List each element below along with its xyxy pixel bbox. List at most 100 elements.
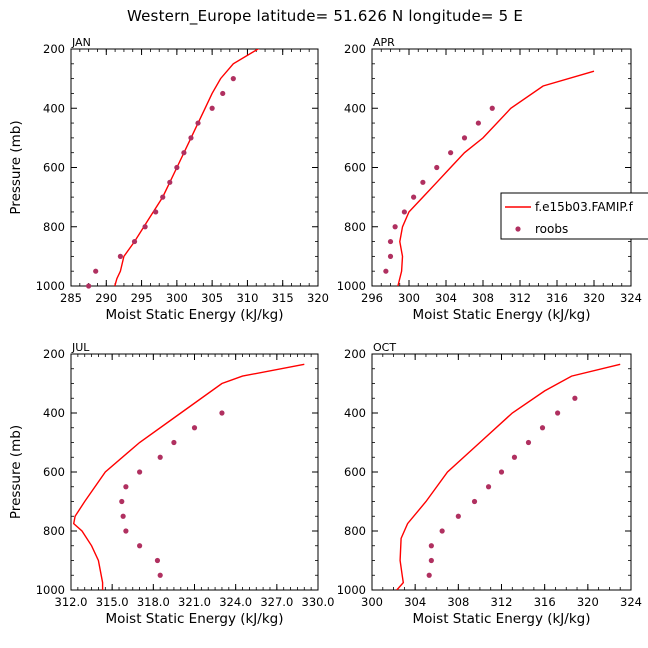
obs-point xyxy=(489,105,495,111)
obs-point xyxy=(383,268,389,274)
model-series-line xyxy=(72,363,305,590)
x-tick-label: 312 xyxy=(491,595,513,609)
x-tick-label: 300 xyxy=(361,595,383,609)
model-series-line xyxy=(396,363,621,590)
obs-point xyxy=(153,209,159,215)
x-tick-label: 315.0 xyxy=(96,595,129,609)
obs-point xyxy=(498,469,505,475)
obs-point xyxy=(439,528,445,534)
model-series-line xyxy=(114,49,260,286)
panel-title: OCT xyxy=(373,341,396,354)
y-tick-label: 1000 xyxy=(36,279,65,293)
y-tick-label: 400 xyxy=(43,101,65,115)
obs-point xyxy=(86,283,92,289)
legend-box xyxy=(500,192,648,240)
obs-point xyxy=(131,238,138,245)
panel-title: APR xyxy=(373,36,395,49)
x-tick-label: 324.0 xyxy=(219,595,252,609)
obs-point xyxy=(119,498,125,505)
y-tick-label: 600 xyxy=(43,161,65,175)
obs-point xyxy=(426,572,432,578)
panel-jan: 285 290 295 300 305 310 315 320 200 400 600 800 1000… xyxy=(8,36,329,323)
x-tick-label: 300 xyxy=(398,291,420,305)
x-axis-title: Moist Static Energy (kJ/kg) xyxy=(106,611,284,627)
obs-point xyxy=(387,238,394,245)
obs-point xyxy=(485,484,492,490)
x-tick-label: 318.0 xyxy=(137,595,170,609)
x-tick-label: 327.0 xyxy=(260,595,293,609)
obs-point xyxy=(117,253,123,259)
y-tick-label: 200 xyxy=(344,42,366,56)
x-tick-label: 320 xyxy=(583,291,605,305)
y-tick-label: 800 xyxy=(43,220,65,234)
model-series-line xyxy=(397,70,595,286)
obs-point xyxy=(420,179,426,185)
obs-point xyxy=(160,194,166,200)
x-tick-label: 320 xyxy=(577,595,599,609)
obs-point xyxy=(171,439,177,446)
panel-title: JAN xyxy=(71,36,91,49)
obs-point xyxy=(392,224,398,230)
plot-frame xyxy=(70,353,319,591)
obs-point xyxy=(123,484,129,490)
x-tick-label: 308 xyxy=(447,595,469,609)
y-axis-title: Pressure (mb) xyxy=(8,425,24,519)
obs-point xyxy=(411,194,417,200)
y-tick-label: 1000 xyxy=(36,583,65,597)
x-tick-label: 296 xyxy=(361,291,383,305)
x-tick-label: 310 xyxy=(236,291,258,305)
panel-apr: 296 300 304 308 312 316 320 324 200 400 600 800 1000… xyxy=(337,36,642,323)
y-tick-label: 1000 xyxy=(337,279,366,293)
y-tick-label: 400 xyxy=(344,406,366,420)
y-tick-label: 800 xyxy=(344,524,366,538)
obs-point xyxy=(428,557,434,564)
plot-frame xyxy=(371,48,632,287)
obs-point xyxy=(555,410,561,416)
x-tick-label: 312.0 xyxy=(55,595,88,609)
x-tick-label: 308 xyxy=(472,291,494,305)
x-tick-label: 285 xyxy=(60,291,82,305)
y-tick-label: 600 xyxy=(344,161,366,175)
obs-point xyxy=(181,150,187,156)
x-tick-label: 316 xyxy=(534,595,556,609)
x-axis-title: Moist Static Energy (kJ/kg) xyxy=(413,307,591,323)
obs-point xyxy=(511,454,518,460)
x-tick-label: 312 xyxy=(509,291,531,305)
x-tick-label: 321.0 xyxy=(178,595,211,609)
obs-point xyxy=(154,557,161,564)
x-tick-label: 305 xyxy=(201,291,223,305)
obs-point xyxy=(157,454,163,460)
obs-point xyxy=(230,76,236,82)
x-tick-label: 304 xyxy=(404,595,426,609)
obs-point xyxy=(461,135,468,141)
obs-point xyxy=(475,120,481,126)
y-tick-label: 200 xyxy=(43,347,65,361)
y-axis-title: Pressure (mb) xyxy=(8,120,24,214)
obs-point xyxy=(174,164,180,171)
obs-point xyxy=(539,425,546,431)
obs-point xyxy=(471,498,478,505)
y-tick-label: 400 xyxy=(43,406,65,420)
obs-point xyxy=(167,179,173,185)
obs-point xyxy=(219,410,225,416)
obs-point xyxy=(188,135,194,141)
obs-point xyxy=(572,395,578,401)
figure-title: Western_Europe latitude= 51.626 N longit… xyxy=(127,7,523,26)
y-tick-label: 200 xyxy=(43,42,65,56)
y-tick-label: 800 xyxy=(43,524,65,538)
obs-point xyxy=(401,209,407,215)
y-tick-label: 1000 xyxy=(337,583,366,597)
plot-frame xyxy=(70,48,319,287)
x-tick-label: 324 xyxy=(620,291,642,305)
y-tick-label: 200 xyxy=(344,347,366,361)
y-tick-label: 400 xyxy=(344,101,366,115)
x-tick-label: 300 xyxy=(166,291,188,305)
obs-point xyxy=(428,543,434,549)
x-tick-label: 295 xyxy=(131,291,153,305)
obs-point xyxy=(93,268,99,274)
x-axis-title: Moist Static Energy (kJ/kg) xyxy=(106,307,284,323)
panel-title: JUL xyxy=(71,341,90,354)
legend: f.e15b03.FAMIP.f roobs xyxy=(500,192,648,240)
legend-model-label: f.e15b03.FAMIP.f xyxy=(535,200,634,214)
obs-point xyxy=(191,425,198,431)
